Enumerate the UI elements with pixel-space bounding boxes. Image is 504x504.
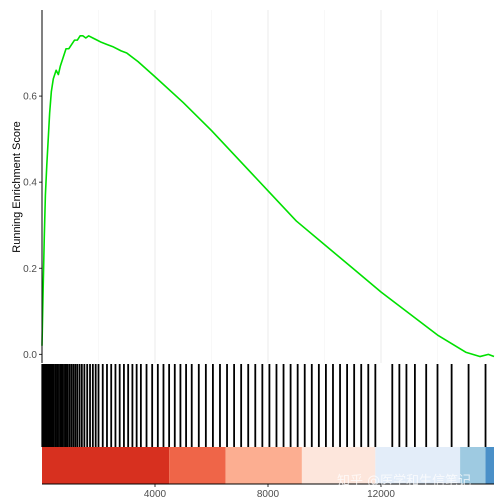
running-score-series bbox=[41, 35, 495, 358]
y-tick-label-3: 0.6 bbox=[23, 92, 37, 103]
y-axis-title: Running Enrichment Score bbox=[11, 121, 23, 252]
y-tick-label-1: 0.2 bbox=[23, 264, 37, 275]
y-tick-label-0: 0.0 bbox=[23, 350, 37, 361]
rank-color-segment-5 bbox=[460, 447, 486, 484]
rank-color-segment-1 bbox=[169, 447, 226, 484]
x-tick-label-0: 4000 bbox=[144, 489, 167, 500]
rank-color-segment-4 bbox=[375, 447, 461, 484]
x-tick-label-2: 12000 bbox=[367, 489, 395, 500]
watermark: 知乎 @医学和生信笔记 bbox=[337, 473, 471, 489]
y-tick-label-2: 0.4 bbox=[23, 178, 37, 189]
rank-color-segment-6 bbox=[485, 447, 494, 484]
x-tick-label-1: 8000 bbox=[257, 489, 280, 500]
y-axis-ticks: 0.0 0.2 0.4 0.6 bbox=[23, 92, 42, 361]
gridlines bbox=[98, 10, 438, 363]
ranked-list-colorbar bbox=[42, 447, 494, 484]
rank-color-segment-0 bbox=[42, 447, 170, 484]
running-score-line-0 bbox=[41, 35, 495, 358]
rank-color-segment-3 bbox=[301, 447, 376, 484]
hit-marks bbox=[41, 364, 487, 447]
rank-color-segment-2 bbox=[225, 447, 302, 484]
